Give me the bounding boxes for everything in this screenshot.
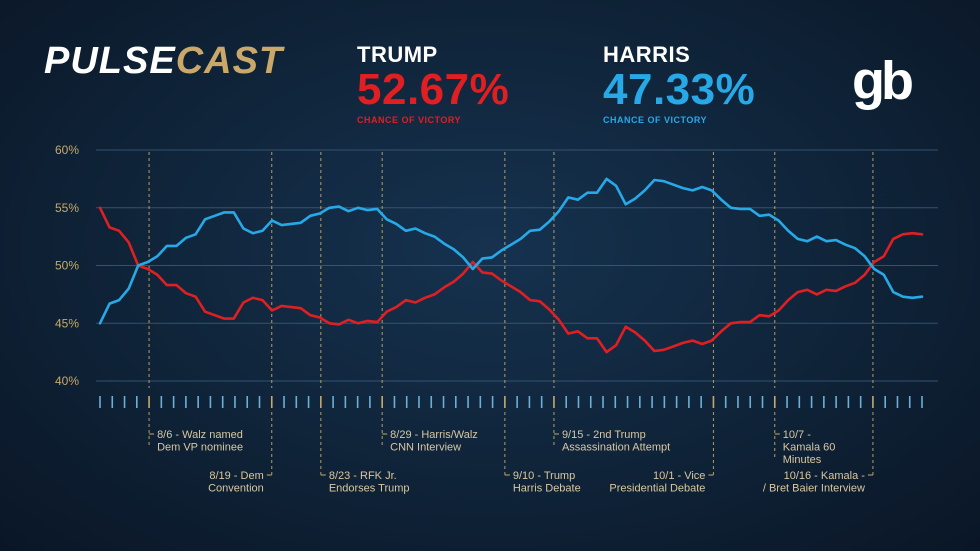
event-label: / Bret Baier Interview: [763, 483, 865, 495]
y-tick-label: 50%: [55, 259, 79, 273]
logo-part-1: PULSE: [44, 40, 176, 82]
harris-name: HARRIS: [603, 42, 691, 67]
event-label: 10/16 - Kamala -: [784, 470, 866, 482]
event-label: 10/1 - Vice: [653, 470, 705, 482]
event-label: CNN Interview: [390, 442, 461, 454]
event-label: 8/6 - Walz named: [157, 429, 243, 441]
series-line-trump: [98, 206, 924, 354]
event-label: 10/7 -: [783, 429, 811, 441]
harris-chance-label: CHANCE OF VICTORY: [603, 115, 708, 125]
y-tick-label: 45%: [55, 316, 79, 330]
gb-logo: gb: [852, 51, 914, 111]
event-label: Endorses Trump: [329, 483, 410, 495]
event-label: Dem VP nominee: [157, 442, 243, 454]
y-tick-label: 40%: [55, 374, 79, 388]
event-label: Convention: [208, 483, 264, 495]
event-label: Minutes: [783, 454, 822, 466]
harris-percentage: 47.33%: [603, 65, 756, 114]
event-label: 8/19 - Dem: [209, 470, 263, 482]
event-label: 8/29 - Harris/Walz: [390, 429, 478, 441]
trump-percentage: 52.67%: [357, 65, 510, 114]
trump-odds: TRUMP 52.67% CHANCE OF VICTORY: [357, 44, 509, 125]
trump-name: TRUMP: [357, 42, 438, 67]
y-tick-label: 55%: [55, 201, 79, 215]
event-label: Harris Debate: [513, 483, 581, 495]
event-label: Kamala 60: [783, 442, 836, 454]
series-line-harris: [98, 177, 924, 325]
pulsecast-logo: PULSECAST: [44, 42, 283, 80]
logo-part-2: CAST: [175, 40, 284, 82]
event-label: 9/15 - 2nd Trump: [562, 429, 646, 441]
event-label: Assassination Attempt: [562, 442, 670, 454]
event-label: Presidential Debate: [609, 483, 705, 495]
event-label: 8/23 - RFK Jr.: [329, 470, 397, 482]
harris-odds: HARRIS 47.33% CHANCE OF VICTORY: [603, 44, 755, 125]
y-tick-label: 60%: [55, 143, 79, 157]
event-label: 9/10 - Trump: [513, 470, 575, 482]
trump-chance-label: CHANCE OF VICTORY: [357, 115, 462, 125]
